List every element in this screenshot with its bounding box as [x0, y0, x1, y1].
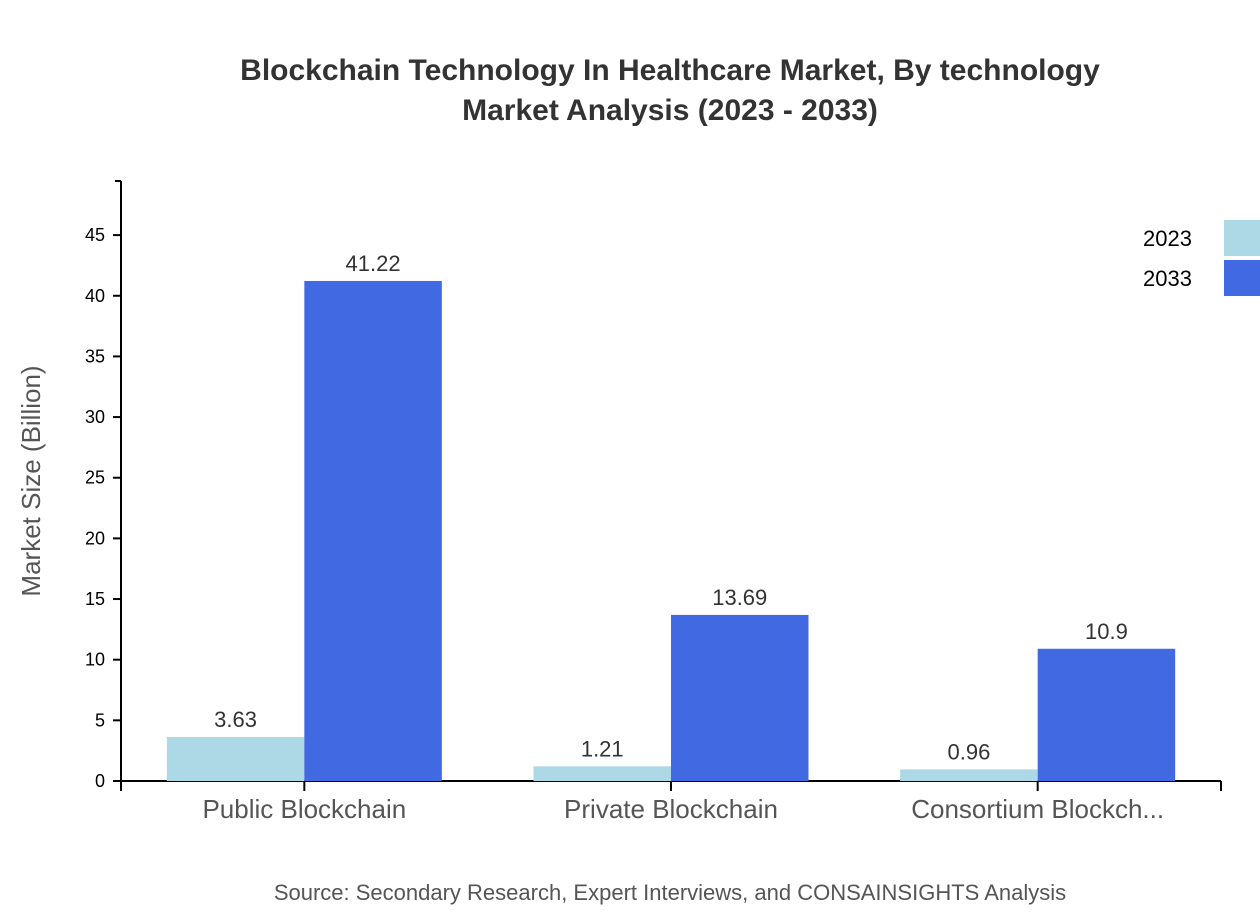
- y-tick-label: 40: [85, 286, 105, 306]
- y-axis-label: Market Size (Billion): [16, 365, 46, 596]
- legend: 2023 2033: [1143, 220, 1260, 296]
- bars: 3.63 41.22 1.21 13.69 0.96 10.9: [166, 251, 1176, 781]
- y-tick-label: 45: [85, 225, 105, 245]
- bar-2023: [166, 736, 305, 781]
- y-tick-label: 30: [85, 407, 105, 427]
- chart-title: Blockchain Technology In Healthcare Mark…: [240, 54, 1100, 87]
- bar-2023: [533, 766, 671, 781]
- data-label: 10.9: [1085, 619, 1128, 644]
- y-tick-label: 0: [95, 771, 105, 791]
- bar-2033: [671, 614, 809, 781]
- legend-swatch-2033: [1224, 260, 1260, 296]
- x-axis: Public Blockchain Private Blockchain Conso…: [120, 780, 1222, 824]
- y-tick-label: 20: [85, 528, 105, 548]
- data-label: 0.96: [948, 739, 991, 764]
- x-tick-label: Private Blockchain: [564, 794, 778, 824]
- y-tick-label: 25: [85, 468, 105, 488]
- bar-2033: [304, 280, 442, 781]
- data-label: 41.22: [346, 251, 401, 276]
- bar-2033: [1037, 648, 1176, 781]
- chart-subtitle: Market Analysis (2023 - 2033): [462, 94, 878, 127]
- source-note: Source: Secondary Research, Expert Inter…: [274, 880, 1066, 905]
- x-tick-label: Public Blockchain: [202, 794, 406, 824]
- data-label: 1.21: [581, 736, 624, 761]
- x-tick-label: Consortium Blockch...: [911, 794, 1164, 824]
- y-axis: 0 5 10 15 20 25 30 35 40 45: [85, 180, 122, 791]
- y-tick-label: 35: [85, 346, 105, 366]
- y-tick-label: 5: [95, 710, 105, 730]
- bar-2023: [900, 769, 1038, 781]
- legend-label: 2033: [1143, 266, 1192, 291]
- data-label: 3.63: [214, 707, 257, 732]
- y-tick-label: 15: [85, 589, 105, 609]
- legend-swatch-2023: [1224, 220, 1260, 256]
- y-tick-label: 10: [85, 650, 105, 670]
- legend-label: 2023: [1143, 226, 1192, 251]
- data-label: 13.69: [712, 585, 767, 610]
